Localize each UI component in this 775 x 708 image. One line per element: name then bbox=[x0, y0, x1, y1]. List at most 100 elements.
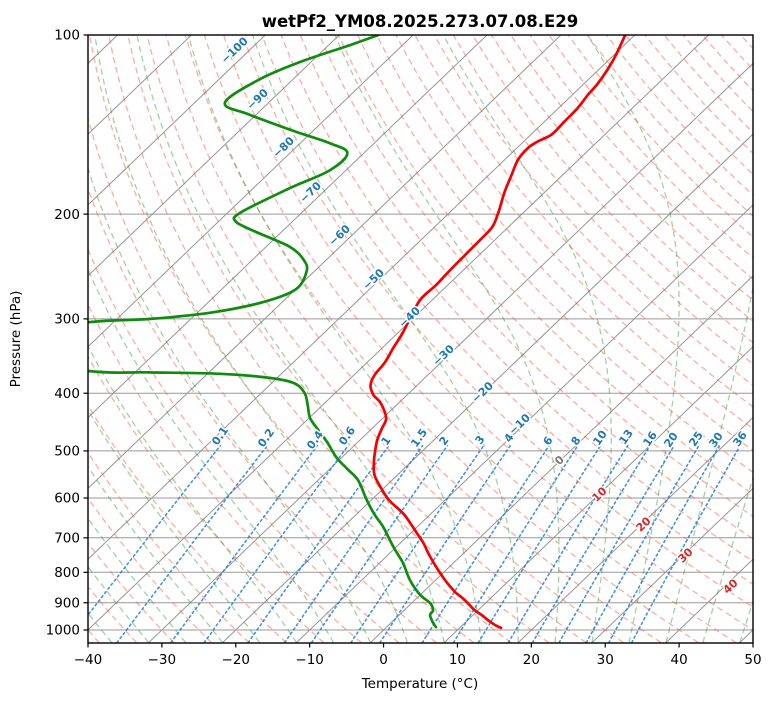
moist-adiabat-line bbox=[334, 35, 560, 643]
isotherm-line bbox=[88, 35, 266, 206]
dry-adiabat-line bbox=[760, 35, 775, 643]
isotherm-line bbox=[739, 629, 753, 643]
mixing-ratio-label: 30 bbox=[706, 430, 726, 450]
isotherm-line bbox=[591, 487, 753, 643]
mixing-ratio-label: 0.6 bbox=[336, 424, 358, 448]
dry-adiabat-line bbox=[261, 35, 753, 585]
isotherm-line bbox=[88, 35, 414, 348]
isotherm-label: 30 bbox=[676, 545, 696, 565]
mixing-ratio-line bbox=[630, 444, 741, 643]
dry-adiabat-line bbox=[740, 35, 753, 50]
dry-adiabat-line bbox=[318, 35, 753, 518]
mixing-ratio-label: 0.1 bbox=[209, 424, 231, 447]
y-tick-label: 700 bbox=[54, 531, 80, 547]
x-tick-label: 10 bbox=[449, 652, 466, 668]
mixing-ratio-label: 2 bbox=[437, 434, 452, 448]
moist-adiabat-line bbox=[88, 517, 187, 643]
dry-adiabat-line bbox=[88, 451, 250, 643]
x-tick-label: 20 bbox=[523, 652, 540, 668]
dry-adiabat-line bbox=[88, 497, 212, 643]
mixing-ratio-line bbox=[531, 444, 651, 643]
moist-adiabat-line bbox=[442, 35, 612, 643]
isotherm-label: −10 bbox=[506, 411, 533, 438]
isotherm-line bbox=[148, 62, 753, 643]
dry-adiabat-line bbox=[165, 35, 662, 643]
isotherm-line bbox=[88, 35, 340, 277]
dry-adiabat-line bbox=[414, 35, 753, 408]
dry-adiabat-line bbox=[280, 35, 753, 563]
isotherm-label: 40 bbox=[721, 576, 741, 596]
mixing-ratio-line bbox=[452, 444, 579, 643]
moist-adiabat-line bbox=[88, 166, 371, 643]
isotherm-label: −100 bbox=[218, 34, 250, 66]
moist-adiabat-line bbox=[586, 35, 680, 643]
mixing-ratio-label: 0.4 bbox=[304, 428, 326, 452]
mixing-ratio-label: 0.2 bbox=[255, 426, 277, 449]
isotherm-line bbox=[222, 133, 753, 643]
dry-adiabat-line bbox=[242, 35, 753, 608]
y-tick-label: 400 bbox=[54, 386, 80, 402]
moist-adiabat-line bbox=[0, 35, 1, 643]
moist-adiabat-line bbox=[88, 408, 261, 643]
isotherm-line bbox=[88, 35, 488, 419]
y-tick-label: 100 bbox=[54, 28, 80, 44]
dry-adiabat-line bbox=[127, 35, 587, 643]
x-axis-title: Temperature (°C) bbox=[361, 676, 479, 692]
dry-adiabat-line bbox=[510, 35, 753, 302]
dry-adiabat-line bbox=[203, 35, 737, 643]
moist-adiabat-line bbox=[94, 35, 408, 643]
x-tick-marks: −40 −30 −20 −10 0 10 20 30 40 50 bbox=[74, 643, 762, 668]
mixing-ratio-line bbox=[247, 444, 390, 643]
y-tick-label: 800 bbox=[54, 565, 80, 581]
isotherm-label: −80 bbox=[270, 134, 297, 161]
mixing-ratio-line bbox=[203, 444, 349, 643]
mixing-ratio-line bbox=[310, 444, 449, 643]
dry-adiabat-line bbox=[88, 541, 175, 643]
moist-adiabat-line bbox=[136, 35, 445, 643]
isotherm-label: −60 bbox=[326, 222, 353, 249]
chart-title: wetPf2_YM08.2025.273.07.08.E29 bbox=[262, 12, 579, 31]
mixing-ratio-line bbox=[507, 444, 629, 643]
mixing-ratio-line bbox=[116, 444, 268, 643]
y-tick-label: 600 bbox=[54, 491, 80, 507]
mixing-ratio-line bbox=[421, 444, 550, 643]
isotherm-label: −90 bbox=[244, 86, 271, 113]
mixing-ratio-line bbox=[608, 444, 721, 643]
x-tick-label: 40 bbox=[671, 652, 688, 668]
mixing-ratio-labels: 0.1 0.2 0.4 0.6 1 1.5 2 3 4 6 8 10 13 16 20 25 30 36 bbox=[208, 423, 752, 454]
dry-adiabat-line bbox=[720, 35, 753, 71]
y-tick-label: 200 bbox=[54, 207, 80, 223]
dry-adiabat-line bbox=[108, 35, 549, 643]
x-tick-label: −20 bbox=[222, 652, 251, 668]
y-tick-label: 500 bbox=[54, 444, 80, 460]
plot-border bbox=[87, 34, 754, 644]
isotherm-line bbox=[88, 35, 562, 490]
y-tick-label: 1000 bbox=[46, 623, 80, 639]
dry-adiabat-line bbox=[88, 404, 287, 643]
x-tick-label: −10 bbox=[295, 652, 324, 668]
isotherm-line bbox=[443, 345, 753, 643]
y-tick-marks: 100 200 300 400 500 600 700 800 900 1000 bbox=[46, 28, 88, 639]
isotherm-line bbox=[88, 35, 710, 631]
dry-adiabat-line bbox=[682, 35, 753, 113]
dry-adiabat-line bbox=[146, 35, 624, 643]
moist-adiabat-line bbox=[665, 283, 753, 643]
isotherm-label: −50 bbox=[360, 266, 387, 293]
x-tick-label: −40 bbox=[74, 652, 103, 668]
y-tick-label: 900 bbox=[54, 595, 80, 611]
dewpoint-curve bbox=[88, 35, 438, 629]
dry-adiabat-line bbox=[88, 115, 475, 643]
temperature-curve bbox=[369, 35, 627, 630]
moist-adiabat-line bbox=[88, 565, 150, 643]
mixing-ratio-label: 25 bbox=[686, 429, 705, 449]
dry-adiabat-line bbox=[88, 186, 437, 643]
mixing-ratio-line bbox=[88, 444, 222, 617]
isotherm-line bbox=[370, 275, 753, 643]
dry-adiabat-line bbox=[567, 35, 753, 238]
moist-adiabat-line bbox=[739, 599, 753, 643]
mixing-ratio-line bbox=[477, 444, 602, 643]
y-axis-title: Pressure (hPa) bbox=[8, 291, 24, 388]
mixing-ratio-line bbox=[170, 444, 319, 643]
dry-adiabat-line bbox=[376, 35, 753, 452]
dry-adiabat-line bbox=[357, 35, 753, 474]
